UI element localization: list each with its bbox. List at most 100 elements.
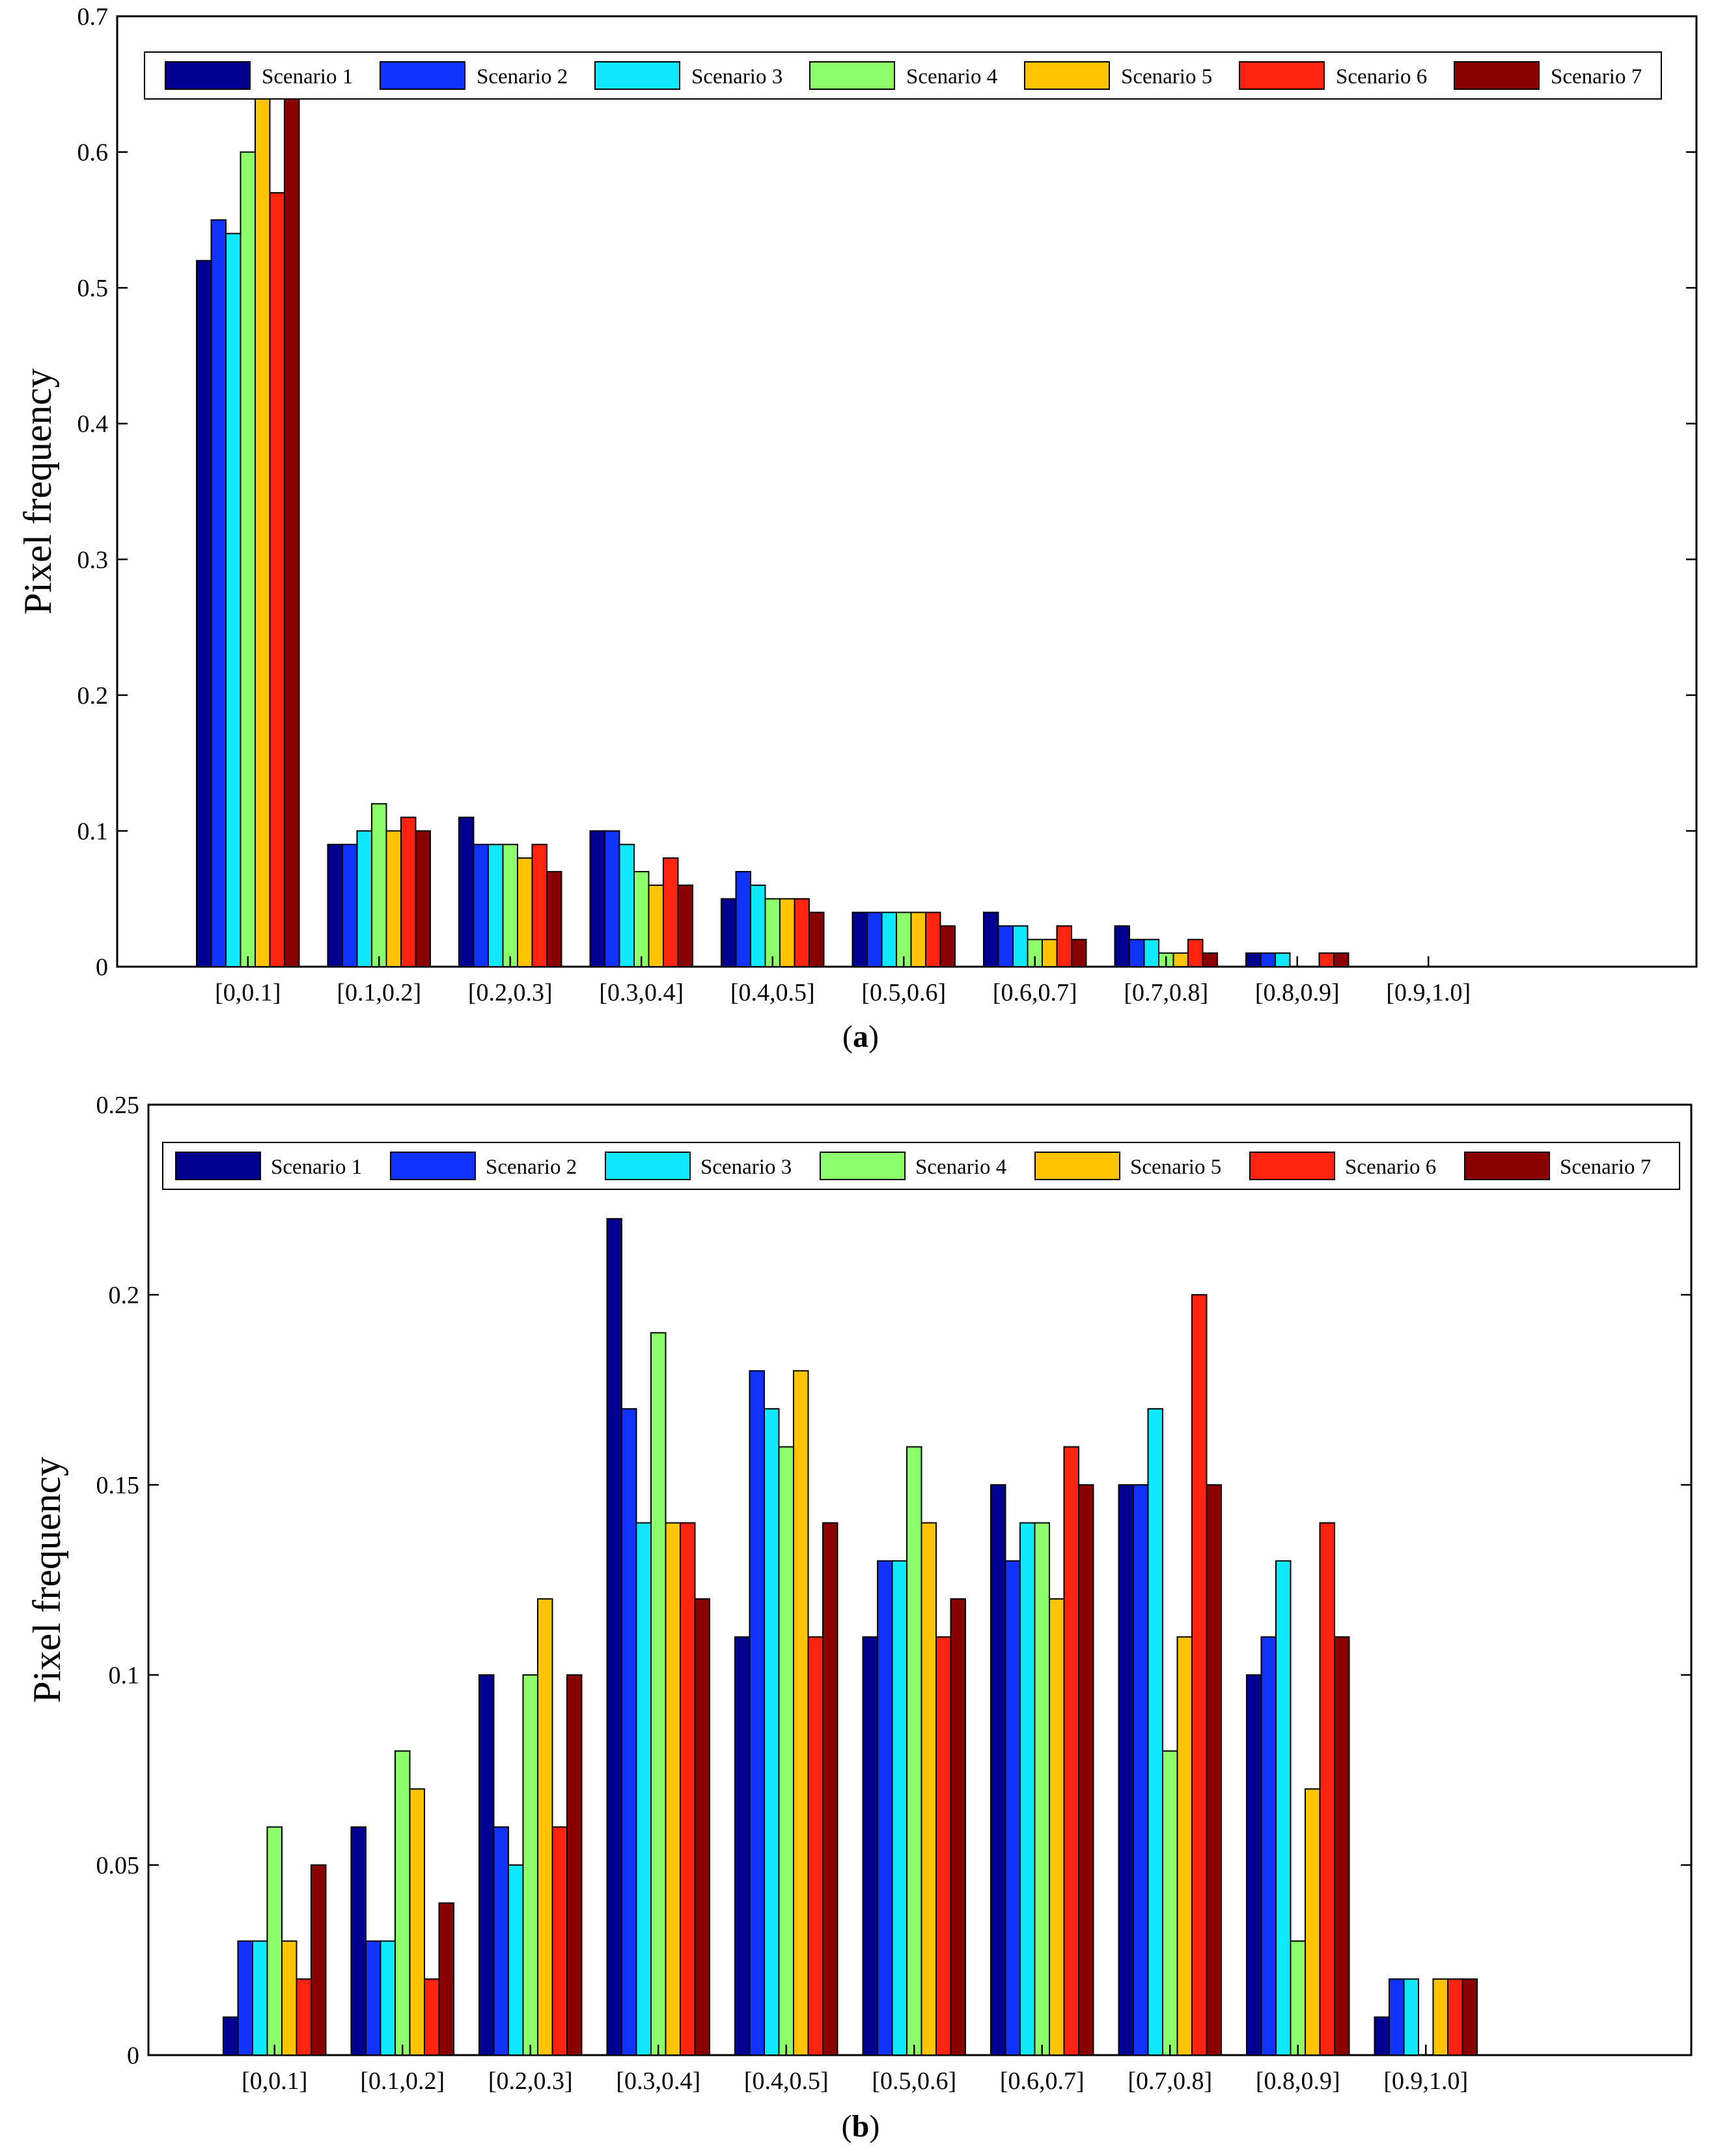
bar — [663, 857, 679, 967]
bar — [1290, 1940, 1306, 2056]
bar — [1333, 952, 1349, 967]
legend-swatch — [1464, 1152, 1550, 1180]
legend-a: Scenario 1 Scenario 2 Scenario 3 Scenario 4… — [144, 51, 1662, 100]
bar — [1389, 1978, 1405, 2056]
bar — [327, 844, 343, 968]
y-tick-label: 0.15 — [96, 1472, 140, 1499]
x-tick-label: [0.6,0.7] — [993, 979, 1077, 1006]
bar — [589, 830, 605, 968]
bar — [1012, 925, 1029, 968]
y-tick-label: 0.25 — [96, 1092, 140, 1119]
bar — [1206, 1484, 1222, 2056]
bar — [1318, 952, 1335, 967]
bar — [807, 1636, 823, 2056]
bar — [473, 844, 489, 968]
bar — [633, 871, 650, 967]
bar — [680, 1522, 696, 2056]
bar — [478, 1674, 495, 2056]
bar — [1042, 939, 1058, 968]
y-tick-label: 0.2 — [109, 1282, 140, 1309]
legend-label: Scenario 7 — [1551, 65, 1642, 89]
legend-b: Scenario 1 Scenario 2 Scenario 3 Scenario 4… — [162, 1142, 1680, 1190]
bar — [342, 844, 358, 968]
legend-label: Scenario 6 — [1345, 1155, 1436, 1179]
bar — [371, 803, 387, 967]
legend-label: Scenario 5 — [1130, 1155, 1221, 1179]
chart-panel-a: 00.10.20.30.40.50.60.7 [0,0.1] [0.1,0.2][… — [16, 3, 1698, 1054]
bar — [365, 1940, 381, 2056]
bar — [493, 1826, 509, 2056]
bar — [734, 1636, 751, 2056]
legend-swatch — [390, 1152, 476, 1180]
bar — [778, 1446, 794, 2056]
x-axis-b: [0,0.1] [0.1,0.2] [0.2,0.3] [0.3,0.4] [0.4,0… — [242, 2045, 1468, 2095]
bar — [1447, 1978, 1463, 2056]
caption-b: (b) — [842, 2109, 880, 2144]
y-axis-label-a: Pixel frequency — [16, 368, 59, 615]
x-tick-label: [0,0.1] — [242, 2067, 307, 2095]
legend-swatch — [1249, 1152, 1335, 1180]
bar — [566, 1674, 583, 2056]
bar — [1129, 939, 1145, 968]
y-tick-label: 0.1 — [109, 1662, 140, 1689]
bar — [935, 1636, 952, 2056]
bar — [1319, 1522, 1335, 2056]
bar — [779, 898, 796, 967]
bar — [1019, 1522, 1036, 2056]
bar — [1260, 952, 1276, 967]
legend-box — [144, 51, 1662, 100]
bar — [906, 1446, 922, 2056]
bar — [225, 232, 242, 968]
x-tick-label: [0.7,0.8] — [1124, 979, 1208, 1006]
bar — [939, 925, 956, 968]
bar — [1162, 1750, 1178, 2056]
legend-swatch — [1454, 61, 1540, 90]
legend-swatch — [594, 61, 680, 90]
bar — [648, 884, 664, 968]
legend-swatch — [605, 1152, 691, 1180]
bar — [266, 1826, 283, 2056]
bar — [1432, 1978, 1448, 2056]
bar — [488, 844, 504, 968]
y-tick-label: 0.6 — [77, 139, 109, 167]
bar — [750, 884, 766, 968]
bar — [822, 1522, 838, 2056]
x-tick-label: [0.6,0.7] — [1000, 2067, 1085, 2095]
bar — [735, 871, 751, 967]
bar — [650, 1332, 667, 2056]
bar — [394, 1750, 411, 2056]
bar — [809, 911, 825, 967]
bar — [1305, 1788, 1321, 2056]
bar — [1245, 952, 1262, 967]
bar — [983, 911, 999, 967]
bar — [1191, 1294, 1208, 2056]
bar — [255, 97, 271, 968]
bar — [537, 1598, 553, 2056]
bar — [866, 911, 883, 967]
legend-label: Scenario 4 — [915, 1155, 1006, 1179]
bar — [380, 1940, 396, 2056]
bar — [694, 1598, 710, 2056]
bar — [1403, 1978, 1419, 2056]
bar — [1147, 1408, 1163, 2056]
bar — [311, 1864, 327, 2056]
legend-swatch — [175, 1152, 261, 1180]
x-tick-label: [0.1,0.2] — [337, 979, 421, 1006]
bar — [891, 1560, 907, 2056]
bar — [950, 1598, 966, 2056]
legend-label: Scenario 2 — [477, 65, 568, 89]
bar — [281, 1940, 298, 2056]
caption-a: (a) — [842, 1019, 879, 1054]
bar — [356, 830, 372, 968]
bar — [764, 1408, 780, 2056]
y-tick-label: 0.1 — [77, 818, 109, 845]
bar — [385, 830, 402, 968]
bar — [522, 1674, 538, 2056]
bar — [284, 70, 300, 967]
legend-swatch — [1024, 61, 1110, 90]
legend-swatch — [380, 61, 465, 90]
x-tick-label: [0.4,0.5] — [730, 979, 815, 1006]
bar — [1056, 925, 1072, 968]
bar — [424, 1978, 440, 2056]
